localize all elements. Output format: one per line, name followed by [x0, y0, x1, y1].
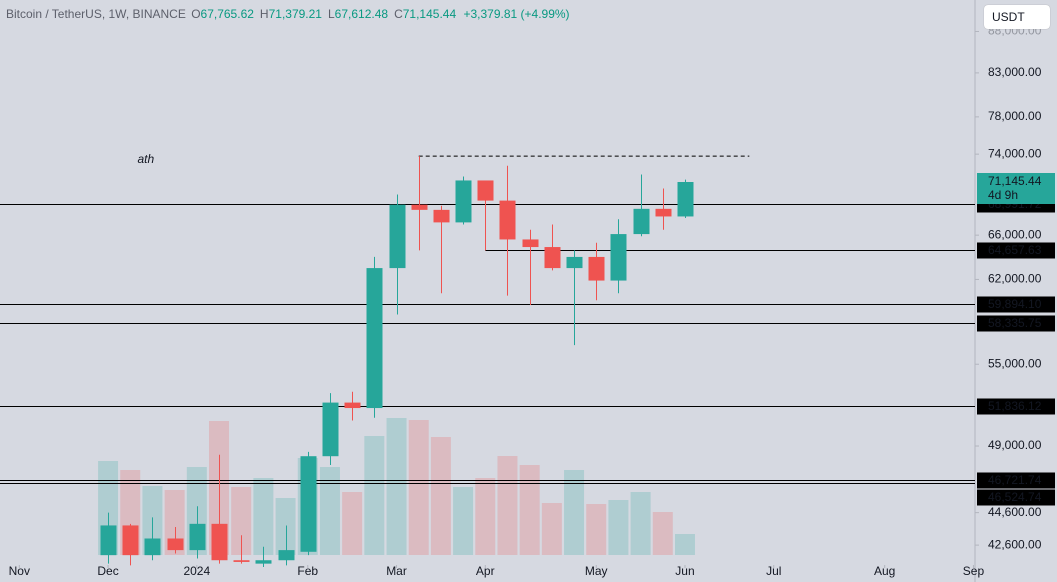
- candle-body: [544, 247, 561, 269]
- y-tick-label: 74,000.00: [988, 146, 1042, 160]
- candle-body: [233, 560, 250, 562]
- candle-body: [278, 550, 295, 561]
- volume-bar: [231, 487, 252, 555]
- level-label-box: [977, 398, 1055, 415]
- candle-body: [322, 402, 339, 457]
- currency-button[interactable]: USDT: [984, 5, 1050, 29]
- y-tick-label: 83,000.00: [988, 65, 1042, 79]
- volume-bar: [430, 437, 451, 555]
- level-label: 46,524.74: [988, 490, 1042, 504]
- volume-bar: [564, 470, 585, 555]
- candle-body: [255, 560, 272, 564]
- y-tick-label: 55,000.00: [988, 356, 1042, 370]
- x-tick-label: Mar: [386, 564, 407, 578]
- candle-body: [499, 200, 516, 240]
- candle-body: [455, 180, 472, 223]
- candle-body: [633, 208, 650, 235]
- y-tick-label: 49,000.00: [988, 438, 1042, 452]
- candle-body: [566, 256, 583, 269]
- volume-bar: [475, 478, 496, 555]
- volume-bar: [652, 512, 673, 555]
- candle-body: [389, 204, 406, 269]
- x-tick-label: Jul: [766, 564, 781, 578]
- y-tick-label: 66,000.00: [988, 227, 1042, 241]
- level-label-box: [977, 296, 1055, 313]
- x-tick-label: Dec: [97, 564, 118, 578]
- x-tick-label: Apr: [476, 564, 495, 578]
- level-label: 64,657.63: [988, 243, 1042, 257]
- candle-body: [366, 268, 383, 409]
- level-label-box: [977, 315, 1055, 332]
- candle-body: [144, 538, 161, 556]
- ohlc-values: O67,765.62 H71,379.21 L67,612.48 C71,145.44: [189, 7, 460, 21]
- volume-bar: [319, 467, 340, 555]
- volume-bar: [541, 503, 562, 555]
- y-tick-label: 78,000.00: [988, 109, 1042, 123]
- candle-body: [610, 234, 627, 281]
- level-label: 46,721.74: [988, 473, 1042, 487]
- volume-bar: [608, 500, 629, 555]
- level-label: 58,335.75: [988, 316, 1042, 330]
- legend-header: Bitcoin / TetherUS, 1W, BINANCE O67,765.…: [6, 7, 574, 21]
- candle-body: [189, 523, 206, 551]
- volume-bar: [497, 456, 518, 555]
- candle-body: [211, 523, 228, 561]
- volume-bar: [364, 436, 385, 555]
- ohlc-value: 71,379.21: [268, 7, 322, 21]
- candle-body: [655, 208, 672, 217]
- ohlc-value: 71,145.44: [402, 7, 457, 21]
- candle-body: [588, 256, 605, 281]
- x-tick-label: Nov: [9, 564, 30, 578]
- level-label-box: [977, 472, 1055, 489]
- x-tick-label: Feb: [297, 564, 318, 578]
- level-label-box: [977, 489, 1055, 506]
- volume-bar: [674, 534, 695, 555]
- ohlc-key: L: [327, 7, 335, 21]
- candle-body: [522, 239, 539, 248]
- last-price-label: 71,145.44: [988, 174, 1042, 188]
- x-tick-label: Sep: [963, 564, 985, 578]
- x-tick-label: Jun: [675, 564, 694, 578]
- candle-body: [167, 538, 184, 551]
- volume-bar: [342, 492, 363, 555]
- candle-body: [100, 525, 117, 556]
- countdown-label: 4d 9h: [988, 188, 1018, 202]
- change: +3,379.81 (+4.99%): [463, 7, 570, 21]
- volume-bar: [386, 418, 407, 555]
- volume-bar: [519, 465, 540, 555]
- candle-body: [300, 456, 317, 552]
- ohlc-key: O: [191, 7, 201, 21]
- y-tick-label: 42,600.00: [988, 537, 1042, 551]
- candle-body: [677, 181, 694, 217]
- y-tick-label: 62,000.00: [988, 272, 1042, 286]
- volume-bar: [586, 504, 607, 555]
- y-tick-label: 44,600.00: [988, 505, 1042, 519]
- candle-body: [477, 180, 494, 201]
- ohlc-key: H: [259, 7, 269, 21]
- annotation: ath: [137, 152, 154, 166]
- last-price-box: [977, 172, 1055, 204]
- x-tick-label: May: [585, 564, 608, 578]
- volume-bar: [253, 478, 274, 555]
- level-label-box: [977, 242, 1055, 259]
- x-tick-label: Aug: [874, 564, 895, 578]
- ohlc-value: 67,765.62: [200, 7, 254, 21]
- symbol-title: Bitcoin / TetherUS, 1W, BINANCE: [6, 7, 186, 21]
- volume-bar: [275, 498, 296, 555]
- ohlc-key: C: [394, 7, 403, 21]
- candle-body: [344, 402, 361, 409]
- candle-body: [411, 204, 428, 210]
- volume-bar: [408, 420, 429, 555]
- candle-body: [433, 209, 450, 223]
- level-label: 51,836.12: [988, 399, 1042, 413]
- x-tick-label: 2024: [183, 564, 210, 578]
- ohlc-value: 67,612.48: [334, 7, 389, 21]
- volume-bar: [453, 487, 474, 555]
- candle-body: [122, 525, 139, 556]
- volume-bar: [630, 492, 651, 555]
- level-label: 59,894.10: [988, 297, 1042, 311]
